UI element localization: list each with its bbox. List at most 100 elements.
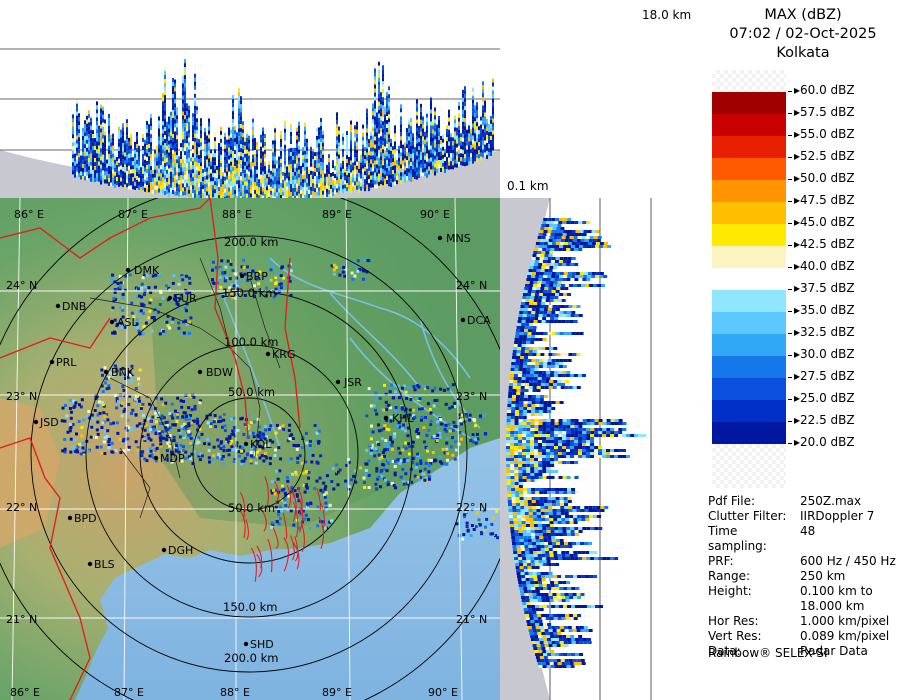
legend-label: ▸42.5 dBZ	[794, 237, 855, 251]
metadata-key: Pdf File:	[708, 494, 756, 508]
city-label-sur: SUR	[174, 292, 197, 305]
legend-swatch	[712, 290, 786, 312]
legend-tick	[788, 91, 792, 92]
city-label-bls: BLS	[94, 558, 115, 571]
station-marker	[167, 295, 173, 301]
legend-tick	[788, 223, 792, 224]
legend-swatch	[712, 334, 786, 356]
metadata-value: IIRDoppler 7	[800, 509, 875, 523]
radar-map-svg: 86° E 87° E 88° E 89° E 90° E 86° E 87° …	[0, 198, 500, 700]
lat-label-right-24: 24° N	[456, 279, 487, 292]
legend-label: ▸57.5 dBZ	[794, 105, 855, 119]
station-marker	[103, 369, 109, 375]
legend-label: ▸60.0 dBZ	[794, 83, 855, 97]
metadata-key: Time sampling:	[708, 524, 767, 553]
legend-label: ▸20.0 dBZ	[794, 435, 855, 449]
legend-label: ▸35.0 dBZ	[794, 303, 855, 317]
lat-label-left-22: 22° N	[6, 501, 37, 514]
metadata-value: 1.000 km/pixel	[800, 614, 890, 628]
legend-swatch	[712, 400, 786, 422]
metadata-value: 0.100 km to 18.000 km	[800, 584, 873, 613]
station-marker	[437, 235, 443, 241]
legend-tick	[788, 355, 792, 356]
radar-map[interactable]: 86° E 87° E 88° E 89° E 90° E 86° E 87° …	[0, 198, 500, 700]
station-marker	[239, 273, 245, 279]
legend-swatch	[712, 158, 786, 180]
lon-label-bottom-89: 89° E	[322, 686, 352, 699]
ring-label-50-south: 50.0 km	[228, 501, 275, 515]
station-marker	[109, 319, 115, 325]
legend-swatch	[712, 202, 786, 224]
station-marker	[243, 441, 249, 447]
lon-label-top-87: 87° E	[118, 208, 148, 221]
metadata-value: 48	[800, 524, 816, 538]
lat-label-right-23: 23° N	[456, 390, 487, 403]
legend-tick	[788, 179, 792, 180]
metadata-row: Vert Res: 0.089 km/pixel	[708, 629, 904, 644]
ring-label-150-south: 150.0 km	[223, 600, 277, 614]
city-label-dnb: DNB	[62, 300, 86, 313]
metadata-row: Hor Res: 1.000 km/pixel	[708, 614, 904, 629]
ring-label-200-south: 200.0 km	[224, 651, 278, 665]
metadata-value: 250 km	[800, 569, 846, 583]
legend-label: ▸37.5 dBZ	[794, 281, 855, 295]
city-label-asl: ASL	[117, 316, 139, 329]
legend-label: ▸52.5 dBZ	[794, 149, 855, 163]
metadata-value: 0.089 km/pixel	[800, 629, 890, 643]
metadata-list: Pdf File: 250Z.max Clutter Filter: IIRDoppl…	[708, 494, 904, 659]
station-marker	[383, 415, 389, 421]
city-label-dmk: DMK	[134, 264, 160, 277]
top-height-label: 18.0 km	[642, 8, 692, 22]
info-panel: MAX (dBZ) 07:02 / 02-Oct-2025 Kolkata ▸6…	[700, 0, 906, 700]
top-projection-plot	[0, 0, 500, 202]
metadata-value: 600 Hz / 450 Hz	[800, 554, 896, 568]
station-marker	[161, 547, 167, 553]
lon-label-bottom-90: 90° E	[428, 686, 458, 699]
legend-label: ▸47.5 dBZ	[794, 193, 855, 207]
legend-tick	[788, 113, 792, 114]
lon-label-bottom-87: 87° E	[114, 686, 144, 699]
lat-label-right-22: 22° N	[456, 501, 487, 514]
legend-swatch	[712, 246, 786, 268]
legend-tick	[788, 267, 792, 268]
legend-swatch	[712, 114, 786, 136]
legend-tick	[788, 333, 792, 334]
metadata-value: Radar Data	[800, 644, 868, 658]
lon-label-top-90: 90° E	[420, 208, 450, 221]
legend-tick	[788, 421, 792, 422]
metadata-row: Range: 250 km	[708, 569, 904, 584]
legend-swatch	[712, 136, 786, 158]
legend-swatch	[712, 422, 786, 444]
legend-label: ▸25.0 dBZ	[794, 391, 855, 405]
station-marker	[460, 317, 466, 323]
city-label-jsr: JSR	[343, 376, 362, 389]
metadata-key: Range:	[708, 569, 751, 583]
legend-label: ▸27.5 dBZ	[794, 369, 855, 383]
city-label-bpd: BPD	[74, 512, 97, 525]
legend-label: ▸30.0 dBZ	[794, 347, 855, 361]
metadata-row: Clutter Filter: IIRDoppler 7	[708, 509, 904, 524]
legend-tick	[788, 135, 792, 136]
station-marker	[67, 515, 73, 521]
legend-swatch	[712, 356, 786, 378]
right-projection-panel	[500, 198, 700, 700]
legend-tick	[788, 399, 792, 400]
lon-label-top-89: 89° E	[322, 208, 352, 221]
ring-label-100-north: 100.0 km	[224, 335, 278, 349]
city-label-jsd: JSD	[39, 416, 59, 429]
lat-label-left-24: 24° N	[6, 279, 37, 292]
right-projection-plot	[500, 198, 700, 700]
product-title: MAX (dBZ)	[764, 7, 842, 23]
station-marker	[265, 351, 271, 357]
lon-label-top-88: 88° E	[222, 208, 252, 221]
legend-label: ▸50.0 dBZ	[794, 171, 855, 185]
legend-tick	[788, 157, 792, 158]
metadata-value: 250Z.max	[800, 494, 862, 508]
ring-label-150-north: 150.0 km	[222, 286, 276, 300]
city-label-bdw: BDW	[206, 366, 233, 379]
metadata-row: Pdf File: 250Z.max	[708, 494, 904, 509]
station-marker	[87, 561, 93, 567]
city-label-shd: SHD	[250, 638, 274, 651]
legend-tick	[788, 443, 792, 444]
metadata-row: Height: 0.100 km to 18.000 km	[708, 584, 904, 614]
